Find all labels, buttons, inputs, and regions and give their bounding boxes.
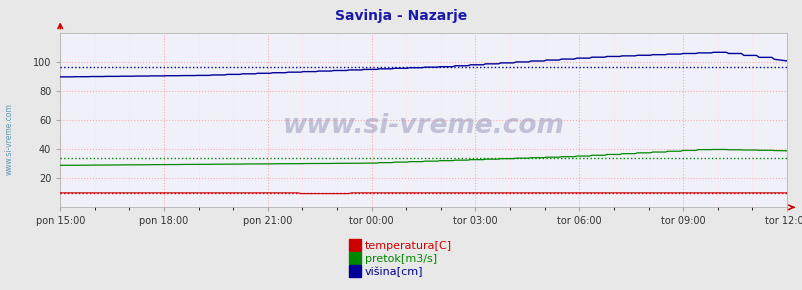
Text: www.si-vreme.com: www.si-vreme.com xyxy=(5,103,14,175)
Text: Savinja - Nazarje: Savinja - Nazarje xyxy=(335,9,467,23)
Text: www.si-vreme.com: www.si-vreme.com xyxy=(282,113,564,139)
Legend: temperatura[C], pretok[m3/s], višina[cm]: temperatura[C], pretok[m3/s], višina[cm] xyxy=(346,237,456,282)
